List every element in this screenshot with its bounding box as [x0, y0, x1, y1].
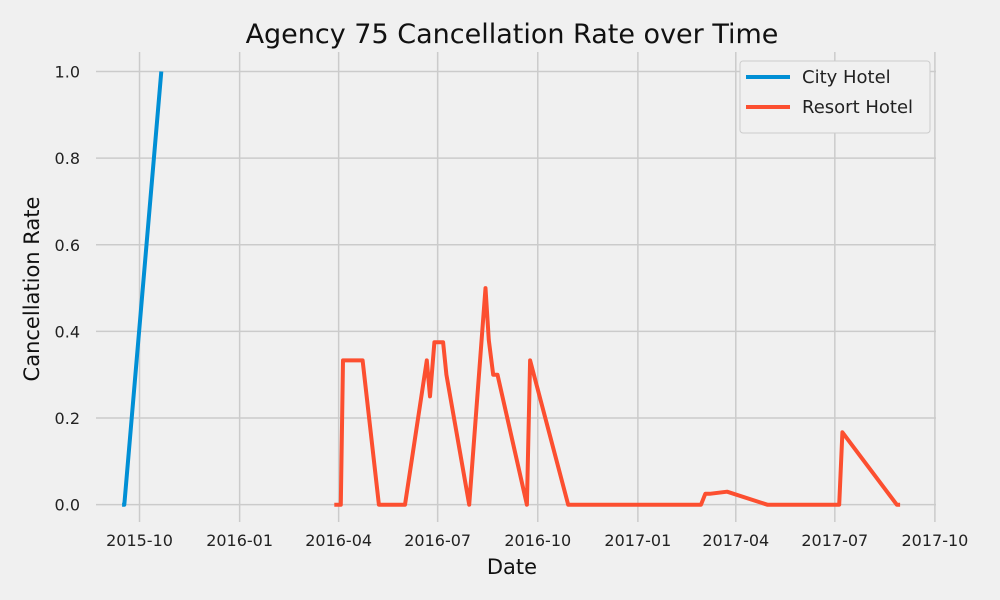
- y-tick-label: 0.0: [55, 496, 80, 515]
- x-tick-label: 2016-01: [206, 531, 273, 550]
- x-tick-label: 2017-07: [801, 531, 868, 550]
- x-tick-label: 2016-04: [305, 531, 372, 550]
- y-axis-label: Cancellation Rate: [20, 197, 44, 382]
- legend: City Hotel Resort Hotel: [739, 60, 931, 134]
- x-tick-label: 2016-10: [504, 531, 571, 550]
- y-tick-label: 0.6: [55, 236, 80, 255]
- x-tick-label: 2016-07: [404, 531, 471, 550]
- series-line-resort-hotel: [334, 286, 901, 507]
- y-tick-label: 1.0: [55, 62, 80, 81]
- x-tick-label: 2017-10: [901, 531, 968, 550]
- legend-label: City Hotel: [802, 67, 891, 88]
- legend-label: Resort Hotel: [802, 97, 913, 118]
- y-axis-ticks: 0.0 0.2 0.4 0.6 0.8 1.0: [55, 62, 80, 514]
- chart-title: Agency 75 Cancellation Rate over Time: [246, 19, 779, 50]
- y-tick-label: 0.4: [55, 322, 80, 341]
- x-axis-ticks: 2015-10 2016-01 2016-04 2016-07 2016-10 2017-…: [106, 531, 968, 550]
- x-tick-label: 2015-10: [106, 531, 173, 550]
- y-tick-label: 0.8: [55, 149, 80, 168]
- x-tick-label: 2017-04: [702, 531, 769, 550]
- series-line-city-hotel: [122, 71, 164, 507]
- y-tick-label: 0.2: [55, 409, 80, 428]
- x-tick-label: 2017-01: [604, 531, 671, 550]
- x-axis-label: Date: [487, 555, 537, 579]
- series-layer: [122, 71, 901, 507]
